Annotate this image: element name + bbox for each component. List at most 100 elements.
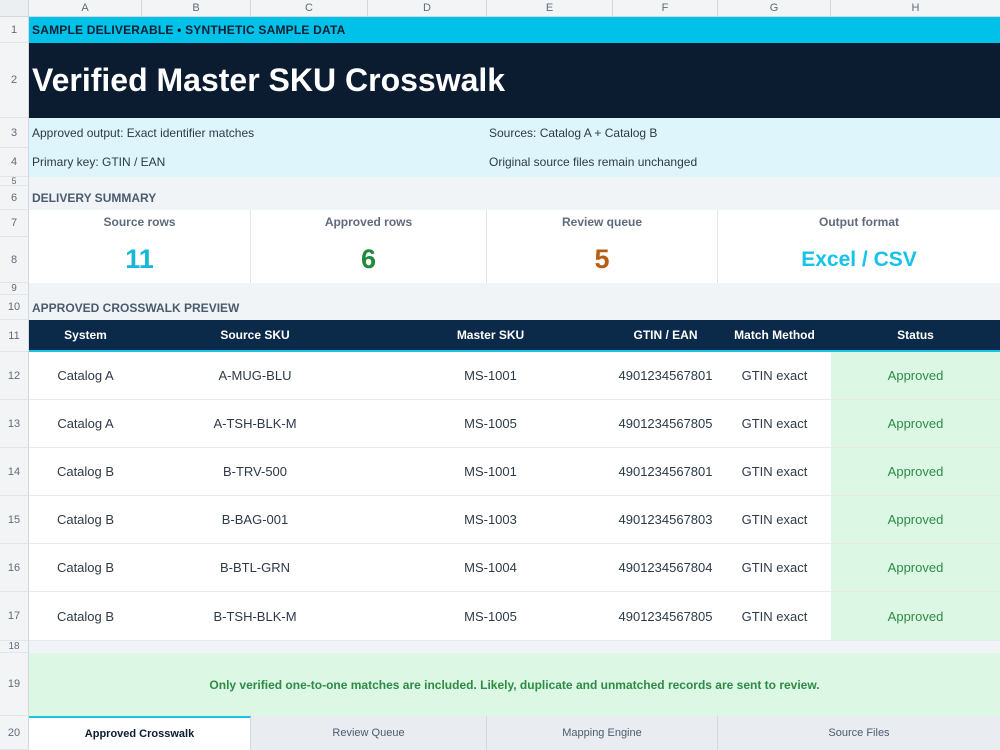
- page-title: Verified Master SKU Crosswalk: [32, 62, 506, 98]
- cell-system[interactable]: Catalog B: [29, 544, 142, 592]
- cell-status[interactable]: Approved: [831, 400, 1000, 448]
- crosswalk-preview-title[interactable]: APPROVED CROSSWALK PREVIEW: [29, 295, 1000, 320]
- kpi-value: 5: [594, 244, 610, 274]
- cell-source-sku[interactable]: A-MUG-BLU: [142, 352, 368, 400]
- cell-master-sku[interactable]: MS-1003: [368, 496, 613, 544]
- kpi-output-format[interactable]: Output format Excel / CSV: [718, 210, 1000, 283]
- tab-mapping-engine[interactable]: Mapping Engine: [487, 716, 718, 750]
- row-number[interactable]: 17: [0, 592, 29, 641]
- header-gtin-ean[interactable]: GTIN / EAN: [613, 320, 718, 352]
- kpi-value: 11: [125, 244, 154, 274]
- kpi-source-rows[interactable]: Source rows 11: [29, 210, 251, 283]
- sample-banner[interactable]: SAMPLE DELIVERABLE • SYNTHETIC SAMPLE DA…: [29, 17, 1000, 43]
- spacer-row: [29, 283, 1000, 295]
- spacer-row: [29, 177, 1000, 186]
- cell-source-sku[interactable]: B-BAG-001: [142, 496, 368, 544]
- header-source-sku[interactable]: Source SKU: [142, 320, 368, 352]
- cell-source-sku[interactable]: A-TSH-BLK-M: [142, 400, 368, 448]
- cell-master-sku[interactable]: MS-1004: [368, 544, 613, 592]
- row-number[interactable]: 2: [0, 43, 29, 118]
- cell-master-sku[interactable]: MS-1005: [368, 400, 613, 448]
- row-number[interactable]: 18: [0, 641, 29, 653]
- row-number[interactable]: 10: [0, 295, 29, 320]
- row-number[interactable]: 15: [0, 496, 29, 544]
- row-number[interactable]: 12: [0, 352, 29, 400]
- header-system[interactable]: System: [29, 320, 142, 352]
- cell-gtin-ean[interactable]: 4901234567801: [613, 448, 718, 496]
- row-number[interactable]: 16: [0, 544, 29, 592]
- sources-cell[interactable]: Sources: Catalog A + Catalog B: [489, 126, 658, 140]
- row-number[interactable]: 3: [0, 118, 29, 148]
- tab-source-files[interactable]: Source Files: [718, 716, 1000, 750]
- approved-output-cell[interactable]: Approved output: Exact identifier matche…: [32, 126, 255, 140]
- meta-block: Approved output: Exact identifier matche…: [29, 118, 1000, 177]
- delivery-summary-title[interactable]: DELIVERY SUMMARY: [29, 186, 1000, 210]
- cell-source-sku[interactable]: B-TSH-BLK-M: [142, 592, 368, 641]
- row-number[interactable]: 6: [0, 186, 29, 210]
- tab-approved-crosswalk[interactable]: Approved Crosswalk: [29, 716, 251, 750]
- cell-master-sku[interactable]: MS-1005: [368, 592, 613, 641]
- column-header-e[interactable]: E: [487, 0, 613, 17]
- sample-banner-text: SAMPLE DELIVERABLE • SYNTHETIC SAMPLE DA…: [32, 23, 346, 37]
- cell-gtin-ean[interactable]: 4901234567801: [613, 352, 718, 400]
- row-number[interactable]: 9: [0, 283, 29, 295]
- cell-system[interactable]: Catalog A: [29, 400, 142, 448]
- cell-system[interactable]: Catalog B: [29, 448, 142, 496]
- cell-source-sku[interactable]: B-BTL-GRN: [142, 544, 368, 592]
- column-header-d[interactable]: D: [368, 0, 487, 17]
- cell-status[interactable]: Approved: [831, 448, 1000, 496]
- select-all-corner[interactable]: [0, 0, 29, 17]
- header-match-method[interactable]: Match Method: [718, 320, 831, 352]
- cell-status[interactable]: Approved: [831, 544, 1000, 592]
- original-files-cell[interactable]: Original source files remain unchanged: [489, 155, 698, 169]
- column-header-g[interactable]: G: [718, 0, 831, 17]
- kpi-approved-rows[interactable]: Approved rows 6: [251, 210, 487, 283]
- column-header-bar: A B C D E F G H: [29, 0, 1000, 17]
- row-number[interactable]: 1: [0, 17, 29, 43]
- row-number[interactable]: 20: [0, 716, 29, 750]
- row-number[interactable]: 19: [0, 653, 29, 716]
- kpi-label: Review queue: [561, 215, 643, 229]
- cell-system[interactable]: Catalog B: [29, 592, 142, 641]
- column-header-a[interactable]: A: [29, 0, 142, 17]
- kpi-value: Excel / CSV: [801, 248, 917, 271]
- title-cell[interactable]: Verified Master SKU Crosswalk: [29, 43, 1000, 118]
- column-header-b[interactable]: B: [142, 0, 251, 17]
- cell-status[interactable]: Approved: [831, 496, 1000, 544]
- row-number[interactable]: 7: [0, 210, 29, 237]
- cell-match-method[interactable]: GTIN exact: [718, 352, 831, 400]
- column-header-f[interactable]: F: [613, 0, 718, 17]
- cell-match-method[interactable]: GTIN exact: [718, 448, 831, 496]
- tab-review-queue[interactable]: Review Queue: [251, 716, 487, 750]
- primary-key-cell[interactable]: Primary key: GTIN / EAN: [32, 155, 166, 169]
- header-status[interactable]: Status: [831, 320, 1000, 352]
- header-master-sku[interactable]: Master SKU: [368, 320, 613, 352]
- row-number[interactable]: 14: [0, 448, 29, 496]
- spacer-row: [29, 641, 1000, 653]
- cell-source-sku[interactable]: B-TRV-500: [142, 448, 368, 496]
- kpi-review-queue[interactable]: Review queue 5: [487, 210, 718, 283]
- row-number[interactable]: 5: [0, 176, 29, 186]
- column-header-h[interactable]: H: [911, 2, 920, 14]
- cell-match-method[interactable]: GTIN exact: [718, 544, 831, 592]
- cell-match-method[interactable]: GTIN exact: [718, 496, 831, 544]
- cell-master-sku[interactable]: MS-1001: [368, 352, 613, 400]
- row-number[interactable]: 11: [0, 320, 29, 352]
- row-number[interactable]: 8: [0, 237, 29, 283]
- cell-system[interactable]: Catalog B: [29, 496, 142, 544]
- cell-match-method[interactable]: GTIN exact: [718, 592, 831, 641]
- cell-gtin-ean[interactable]: 4901234567805: [613, 400, 718, 448]
- column-header-c[interactable]: C: [251, 0, 368, 17]
- cell-master-sku[interactable]: MS-1001: [368, 448, 613, 496]
- cell-status[interactable]: Approved: [831, 592, 1000, 641]
- review-note[interactable]: Only verified one-to-one matches are inc…: [29, 653, 1000, 716]
- cell-match-method[interactable]: GTIN exact: [718, 400, 831, 448]
- cell-gtin-ean[interactable]: 4901234567803: [613, 496, 718, 544]
- cell-gtin-ean[interactable]: 4901234567805: [613, 592, 718, 641]
- row-number[interactable]: 4: [0, 148, 29, 177]
- row-number[interactable]: 13: [0, 400, 29, 448]
- cell-gtin-ean[interactable]: 4901234567804: [613, 544, 718, 592]
- cell-status[interactable]: Approved: [831, 352, 1000, 400]
- cell-system[interactable]: Catalog A: [29, 352, 142, 400]
- kpi-label: Approved rows: [324, 215, 413, 229]
